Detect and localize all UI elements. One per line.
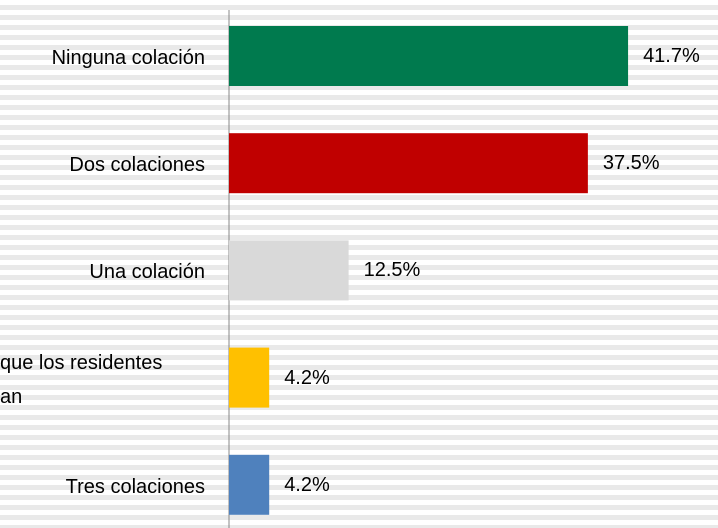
bar (229, 26, 629, 86)
category-label: Ninguna colación (51, 47, 205, 69)
bar (229, 133, 588, 194)
value-label: 4.2% (284, 366, 330, 389)
category-label: Dos colaciones (69, 154, 205, 177)
category-label: que los residentes an (0, 351, 163, 408)
value-label: 12.5% (363, 259, 421, 282)
category-label: Tres colaciones (65, 475, 205, 498)
bar (229, 347, 270, 408)
category-label: Una colación (89, 261, 205, 284)
value-label: 4.2% (284, 473, 330, 496)
value-label: 37.5% (602, 152, 660, 175)
value-label: 41.7% (643, 45, 700, 67)
bar (229, 454, 270, 515)
bar (229, 240, 349, 301)
